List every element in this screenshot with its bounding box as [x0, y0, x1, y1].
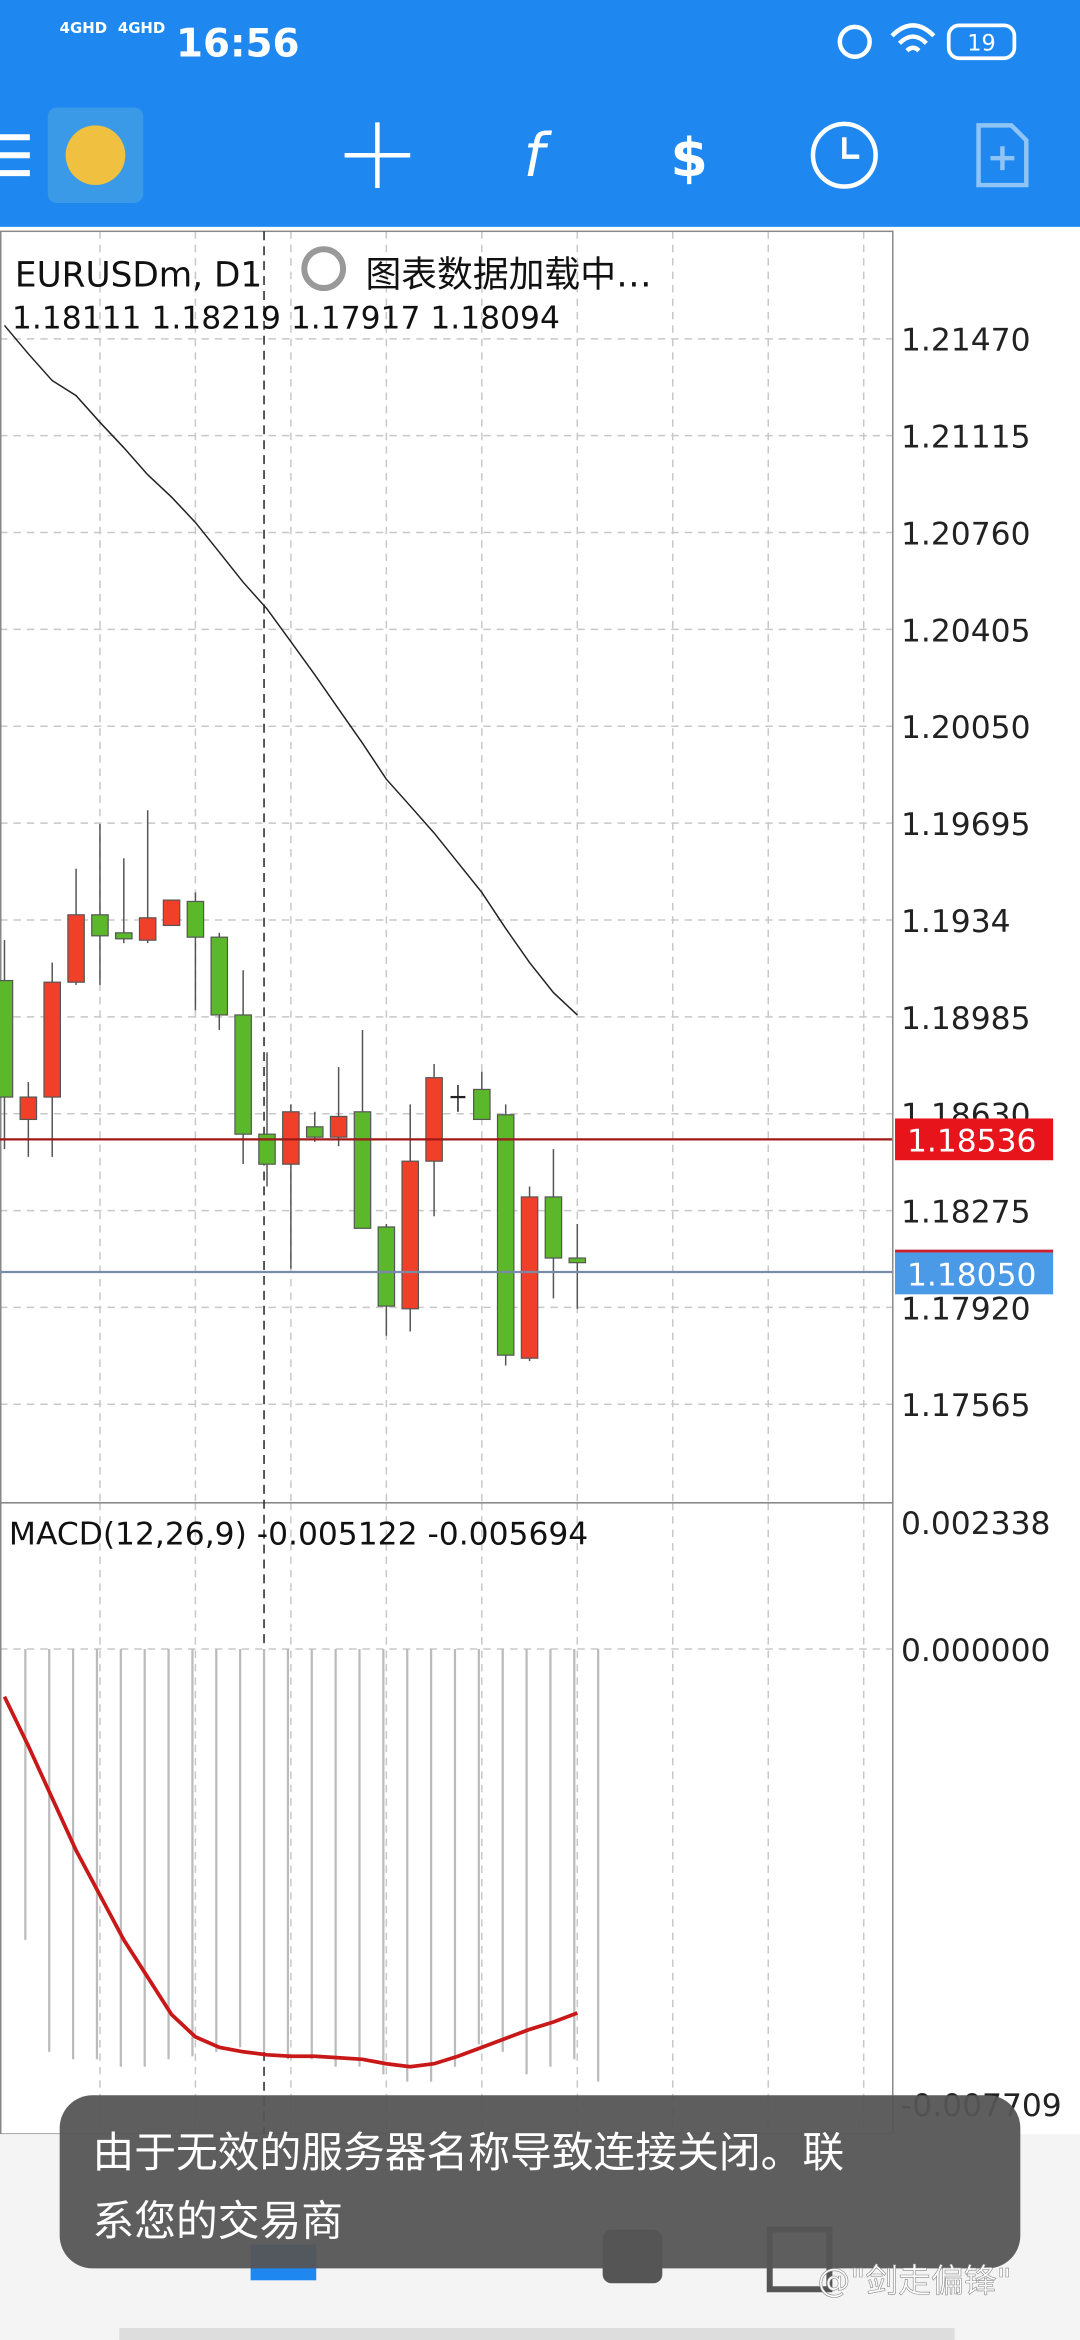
candle-body — [544, 1196, 563, 1259]
candle-body — [353, 1111, 372, 1229]
bid-label: 1.18536 — [907, 1123, 1037, 1159]
price-tick-label: 1.18985 — [901, 1001, 1031, 1037]
candle-body — [305, 1126, 324, 1138]
watermark: @"剑走偏锋" — [817, 2262, 1011, 2300]
price-tick-label: 1.17565 — [901, 1388, 1031, 1424]
loading-label: 图表数据加载中… — [365, 255, 651, 296]
macd-tick-label: 0.002338 — [901, 1506, 1050, 1542]
candle-body — [138, 917, 157, 941]
chart-area — [0, 231, 1080, 2135]
clock: 16:56 — [176, 22, 299, 67]
macd-label: MACD(12,26,9) -0.005122 -0.005694 — [9, 1517, 588, 1553]
top-bar — [0, 0, 1080, 227]
network-2: 4GHD — [118, 19, 165, 37]
price-tick-label: 1.19695 — [901, 807, 1031, 843]
bid-label-bg — [895, 1118, 1054, 1161]
ask-label: 1.18050 — [907, 1257, 1037, 1293]
candle-body — [568, 1257, 587, 1264]
loading-spinner — [301, 246, 347, 292]
candle-body — [496, 1114, 515, 1356]
menu-icon[interactable] — [0, 134, 30, 177]
candle-body — [91, 914, 109, 937]
price-tick-label: 1.20760 — [901, 516, 1031, 552]
toast-line-2: 系您的交易商 — [92, 2197, 343, 2246]
trade-button[interactable]: $ — [670, 126, 707, 189]
candle-body — [377, 1226, 396, 1307]
candle-body — [473, 1088, 491, 1121]
app-logo-mark — [65, 125, 126, 186]
alarm-icon — [837, 24, 872, 59]
candle-body — [210, 936, 229, 1016]
symbol-label: EURUSDm, D1 — [15, 256, 262, 296]
price-tick-label: 1.21115 — [901, 420, 1031, 456]
template-button[interactable] — [976, 123, 1029, 188]
candle-body — [162, 899, 181, 927]
candle-body — [425, 1077, 443, 1162]
candle-body — [401, 1160, 420, 1310]
period-button[interactable] — [810, 121, 878, 189]
toast — [59, 2095, 1021, 2269]
moving-average — [3, 324, 578, 1016]
candle-body — [0, 979, 14, 1098]
candle-body — [19, 1096, 38, 1121]
price-tick-label: 1.1934 — [901, 904, 1011, 940]
wifi-icon — [890, 23, 936, 53]
battery-level: 19 — [967, 31, 995, 57]
ohlc-label: 1.18111 1.18219 1.17917 1.18094 — [12, 300, 560, 336]
battery-icon — [946, 23, 1017, 61]
crosshair-button[interactable] — [344, 122, 411, 189]
candle-body — [186, 900, 205, 938]
price-tick-label: 1.17920 — [901, 1291, 1031, 1327]
candle-body — [43, 981, 62, 1098]
candle-body — [67, 914, 85, 983]
price-tick-label: 1.20050 — [901, 710, 1031, 746]
macd-signal-line — [2, 1695, 578, 2069]
scroll-indicator — [119, 2328, 955, 2340]
candle-body — [329, 1115, 348, 1138]
candle-body — [115, 932, 133, 940]
candle-body — [282, 1111, 300, 1165]
ask-label-bg — [895, 1252, 1054, 1295]
network-1: 4GHD — [60, 19, 107, 37]
price-tick-label: 1.18275 — [901, 1195, 1031, 1231]
candle-body — [258, 1133, 276, 1165]
macd-tick-label: 0.000000 — [901, 1633, 1050, 1669]
candle-body — [234, 1014, 252, 1135]
price-tick-label: 1.21470 — [901, 323, 1031, 359]
price-tick-label: 1.20405 — [901, 613, 1031, 649]
candle-body — [520, 1196, 539, 1359]
toast-line-1: 由于无效的服务器名称导致连接关闭。联 — [92, 2128, 844, 2177]
